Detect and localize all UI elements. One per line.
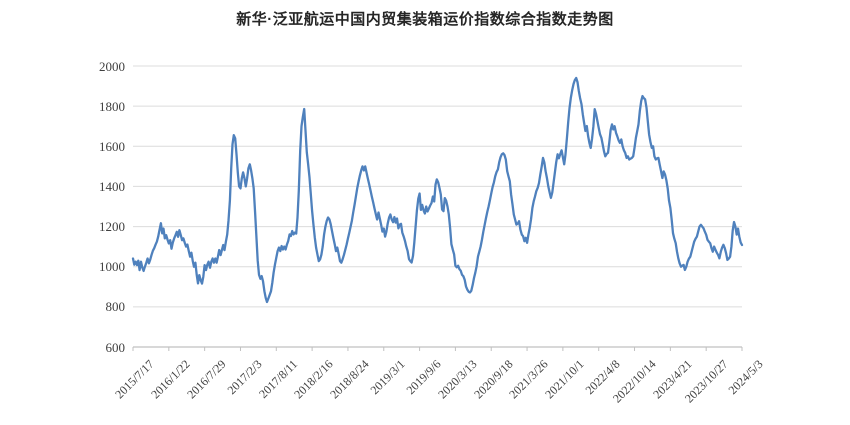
chart-title: 新华·泛亚航运中国内贸集装箱运价指数综合指数走势图 bbox=[236, 11, 614, 28]
y-axis-label: 1400 bbox=[99, 178, 125, 194]
y-axis-label: 600 bbox=[105, 339, 126, 355]
y-axis-label: 1200 bbox=[99, 219, 125, 235]
y-axis-label: 1000 bbox=[99, 259, 125, 275]
y-axis-label: 1800 bbox=[99, 98, 125, 114]
y-axis-label: 2000 bbox=[99, 58, 125, 74]
series-line bbox=[131, 76, 744, 304]
y-axis-label: 1600 bbox=[99, 138, 125, 154]
y-axis-label: 800 bbox=[105, 299, 126, 315]
